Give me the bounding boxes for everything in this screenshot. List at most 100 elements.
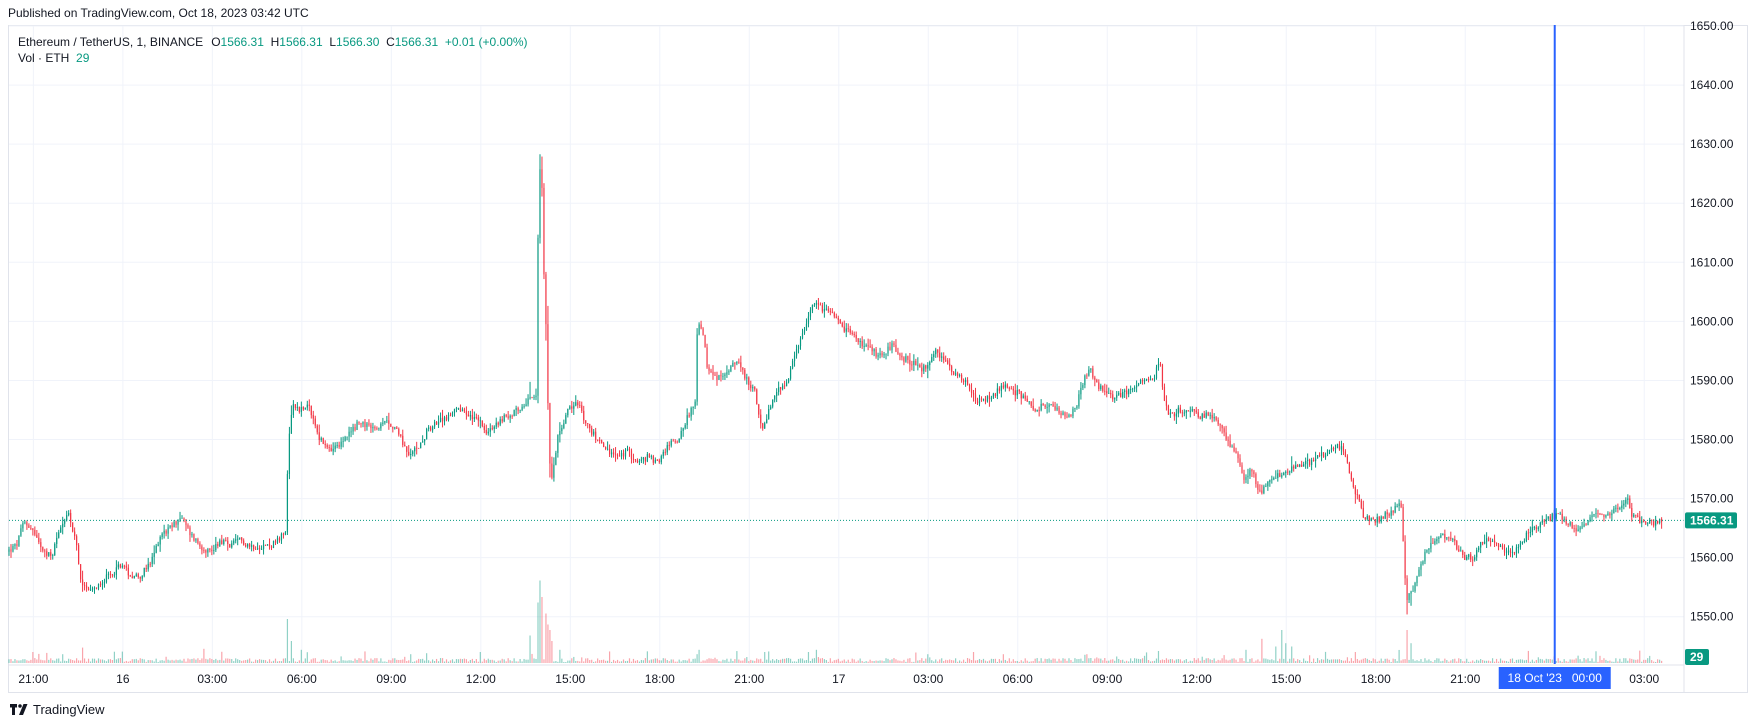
candle-body <box>996 388 998 397</box>
candle-body <box>292 404 294 415</box>
volume-bar <box>1084 654 1086 663</box>
volume-bar <box>1344 660 1347 663</box>
volume-bar <box>523 658 525 663</box>
volume-bar <box>825 659 827 663</box>
candle-body <box>103 581 106 584</box>
time-tick-label: 15:00 <box>555 672 585 686</box>
candle-body <box>177 519 179 525</box>
candle-body <box>1052 404 1054 406</box>
candle-body <box>1533 527 1535 528</box>
candle-body <box>1334 448 1337 450</box>
candle-body <box>925 365 927 369</box>
volume-bar <box>1181 661 1183 663</box>
volume-bar <box>931 660 933 663</box>
candle-body <box>290 414 292 434</box>
candle-body <box>447 414 450 420</box>
volume-bar <box>1132 661 1134 663</box>
volume-bar <box>644 658 646 663</box>
volume-bar <box>517 661 519 663</box>
candle-body <box>1225 432 1227 440</box>
volume-bar <box>1484 660 1486 663</box>
volume-bar <box>1056 661 1058 663</box>
volume-bar <box>704 660 706 663</box>
candle-body <box>1136 385 1138 388</box>
volume-bar <box>213 660 215 663</box>
tradingview-logo[interactable]: TradingView <box>10 702 105 717</box>
volume-bar <box>1189 660 1191 663</box>
volume-bar <box>618 661 621 663</box>
candle-body <box>1066 416 1068 418</box>
volume-bar <box>1285 643 1287 663</box>
symbol-title[interactable]: Ethereum / TetherUS, 1, BINANCE <box>18 35 204 49</box>
candle-body <box>597 439 599 441</box>
volume-bar <box>545 613 547 663</box>
volume-bar <box>40 659 42 663</box>
candle-body <box>630 450 633 459</box>
candle-body <box>107 573 110 575</box>
volume-bar <box>1279 658 1281 663</box>
volume-bar <box>276 661 279 663</box>
candle-body <box>984 398 987 402</box>
candle-body <box>1382 516 1384 519</box>
volume-bar <box>1334 659 1337 663</box>
volume-bar <box>1130 658 1132 663</box>
volume-bar <box>262 659 265 663</box>
candle-body <box>1239 458 1241 466</box>
candle-body <box>610 452 613 455</box>
candle-body <box>185 520 187 526</box>
volume-bar <box>406 660 408 663</box>
time-axis: 21:00 16 03:00 06:00 09:00 12:00 15:00 18:00 21:… <box>9 664 1684 686</box>
candle-body <box>1472 559 1474 561</box>
candle-body <box>1649 520 1651 524</box>
candle-body <box>813 304 816 306</box>
volume-bar <box>1249 658 1251 663</box>
candle-body <box>1607 513 1609 516</box>
candle-body <box>1289 471 1291 473</box>
candle-body <box>109 573 112 575</box>
candle-body <box>1456 541 1458 550</box>
volume-bar <box>1515 659 1518 663</box>
candle-body <box>1404 541 1406 579</box>
volume-bar <box>1511 658 1514 663</box>
volume-bar <box>561 658 563 663</box>
candle-body <box>563 423 565 428</box>
candle-body <box>1098 382 1100 390</box>
candle-body <box>764 423 766 429</box>
candle-body <box>308 404 310 406</box>
volume-bar <box>32 652 34 663</box>
candle-body <box>195 539 197 541</box>
volume-bar <box>782 658 784 663</box>
volume-bar <box>1102 660 1104 663</box>
volume-bar <box>50 658 52 663</box>
volume-bar <box>320 659 322 663</box>
candle-body <box>974 394 977 402</box>
candle-body <box>1531 527 1533 532</box>
volume-bar <box>119 658 121 663</box>
volume-bar <box>901 661 903 663</box>
candle-body <box>179 518 181 520</box>
candle-body <box>953 372 955 375</box>
candle-body <box>1605 515 1607 517</box>
candle-body <box>205 550 207 553</box>
volume-bar <box>738 659 740 663</box>
volume-bar <box>668 661 670 663</box>
volume-bar <box>1428 659 1430 663</box>
volume-bar <box>111 660 114 663</box>
volume-bar <box>1501 660 1504 663</box>
candle-body <box>1386 512 1388 515</box>
volume-bar <box>706 659 708 663</box>
volume-bar <box>571 658 573 663</box>
volume-bar <box>459 658 462 663</box>
volume-bar <box>302 661 304 663</box>
candle-body <box>1314 458 1317 461</box>
candle-body <box>943 356 945 360</box>
last-price-badge <box>1685 512 1737 529</box>
candle-body <box>599 440 601 441</box>
volume-label[interactable]: Vol · ETH <box>18 51 70 65</box>
candle-body <box>1116 394 1118 398</box>
candle-body <box>245 544 247 547</box>
volume-bar <box>334 660 336 663</box>
candle-body <box>857 338 859 343</box>
volume-bar <box>278 660 281 663</box>
